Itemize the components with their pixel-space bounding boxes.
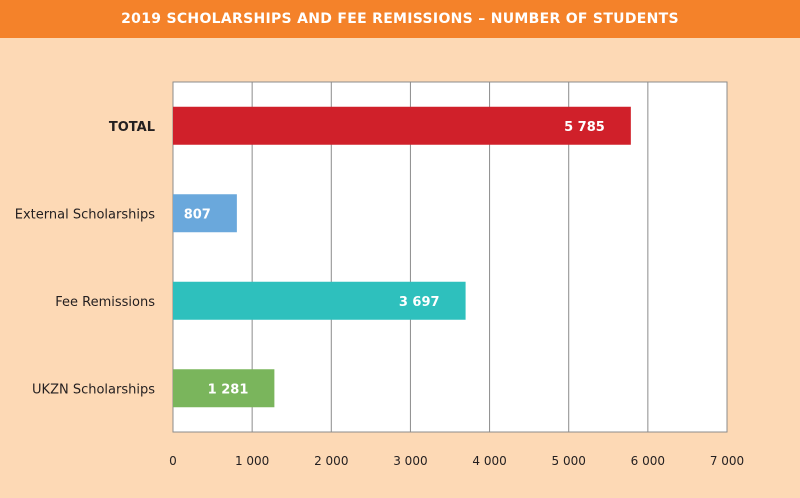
- x-tick-label: 2 000: [314, 454, 348, 468]
- bar-value-label: 3 697: [399, 295, 440, 310]
- category-label: External Scholarships: [15, 207, 155, 222]
- chart-title: 2019 SCHOLARSHIPS AND FEE REMISSIONS – N…: [121, 11, 679, 27]
- bar: [173, 369, 275, 408]
- x-tick-label: 7 000: [710, 454, 744, 468]
- bar: [173, 194, 237, 233]
- x-tick-label: 4 000: [472, 454, 506, 468]
- bars: [173, 106, 631, 408]
- category-label: Fee Remissions: [55, 295, 155, 310]
- category-label: UKZN Scholarships: [32, 382, 155, 397]
- x-tick-label: 1 000: [235, 454, 269, 468]
- bar: [173, 106, 631, 145]
- bar-value-label: 5 785: [564, 120, 605, 135]
- bar-value-label: 1 281: [208, 382, 249, 397]
- chart-header: 2019 SCHOLARSHIPS AND FEE REMISSIONS – N…: [0, 0, 800, 38]
- bar-value-label: 807: [184, 207, 211, 222]
- category-label: TOTAL: [109, 120, 155, 135]
- bar: [173, 281, 466, 320]
- x-tick-label: 0: [169, 454, 177, 468]
- x-tick-label: 3 000: [393, 454, 427, 468]
- category-labels: TOTAL External Scholarships Fee Remissions…: [15, 120, 155, 398]
- bar-labels: 5 785 807 3 697 1 281: [184, 120, 605, 398]
- x-tick-label: 5 000: [552, 454, 586, 468]
- x-tick-label: 6 000: [631, 454, 665, 468]
- x-axis-tick-labels: 0 1 000 2 000 3 000 4 000 5 000 6 000 7 000: [169, 454, 744, 468]
